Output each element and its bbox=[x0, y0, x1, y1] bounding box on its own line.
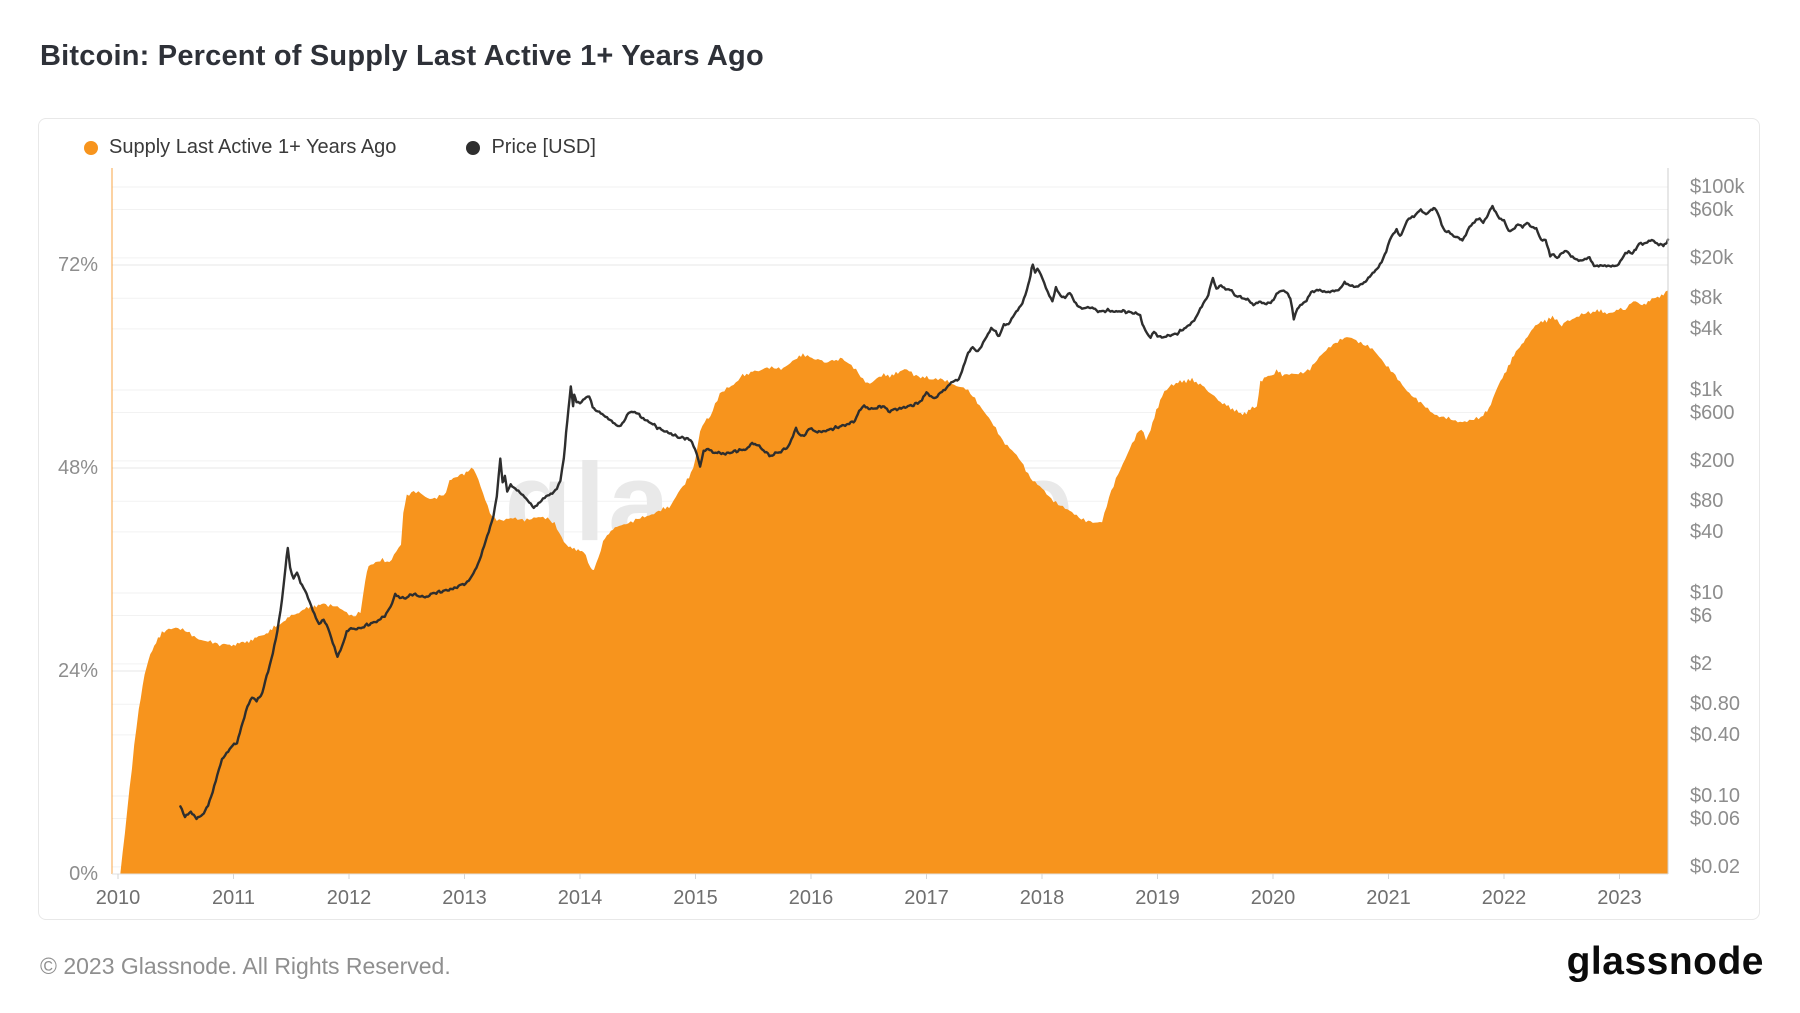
y-right-tick-label: $40 bbox=[1690, 520, 1724, 543]
legend-item-label: Price [USD] bbox=[491, 136, 596, 158]
y-right-tick-label: $0.80 bbox=[1690, 693, 1741, 716]
y-right-tick-label: $0.40 bbox=[1690, 723, 1741, 746]
x-tick-label: 2013 bbox=[442, 887, 487, 909]
legend-item-label: Supply Last Active 1+ Years Ago bbox=[109, 136, 397, 158]
x-tick-label: 2017 bbox=[904, 887, 949, 909]
y-right-tick-label: $4k bbox=[1690, 317, 1723, 340]
y-right-tick-label: $200 bbox=[1690, 449, 1735, 472]
footer-copyright: © 2023 Glassnode. All Rights Reserved. bbox=[40, 953, 451, 979]
y-right-tick-label: $8k bbox=[1690, 287, 1723, 310]
y-left-tick-label: 0% bbox=[69, 863, 98, 885]
y-right-tick-label: $100k bbox=[1690, 176, 1745, 198]
y-right-tick-label: $600 bbox=[1690, 401, 1735, 424]
x-tick-label: 2014 bbox=[557, 887, 603, 909]
y-right-tick-label: $80 bbox=[1690, 490, 1724, 513]
y-right-tick-label: $0.02 bbox=[1690, 855, 1741, 878]
y-right-tick-label: $0.06 bbox=[1690, 807, 1741, 830]
y-right-tick-label: $60k bbox=[1690, 198, 1734, 221]
y-left-tick-label: 72% bbox=[57, 254, 98, 276]
y-right-tick-label: $0.10 bbox=[1690, 785, 1741, 807]
x-tick-label: 2012 bbox=[326, 887, 372, 909]
x-tick-label: 2016 bbox=[788, 887, 834, 909]
chart-card bbox=[38, 118, 1760, 920]
chart-legend: Supply Last Active 1+ Years Ago Price [U… bbox=[84, 136, 596, 159]
y-right-tick-label: $20k bbox=[1690, 246, 1734, 269]
x-tick-label: 2023 bbox=[1597, 887, 1642, 909]
supply-legend-dot-icon bbox=[84, 140, 98, 155]
legend-item-supply[interactable]: Supply Last Active 1+ Years Ago bbox=[84, 136, 396, 159]
y-right-tick-label: $2 bbox=[1690, 652, 1713, 675]
x-tick-label: 2015 bbox=[673, 887, 718, 909]
x-tick-label: 2019 bbox=[1135, 887, 1180, 909]
legend-item-price[interactable]: Price [USD] bbox=[466, 136, 596, 159]
price-legend-dot-icon bbox=[466, 140, 481, 155]
x-tick-label: 2018 bbox=[1019, 887, 1065, 909]
x-tick-label: 2020 bbox=[1250, 887, 1296, 909]
x-tick-label: 2022 bbox=[1481, 887, 1527, 909]
x-tick-label: 2010 bbox=[95, 887, 141, 909]
x-tick-label: 2021 bbox=[1366, 887, 1411, 909]
x-tick-label: 2011 bbox=[211, 887, 255, 909]
y-right-tick-label: $6 bbox=[1690, 604, 1713, 627]
y-right-tick-label: $1k bbox=[1690, 379, 1723, 401]
y-left-tick-label: 48% bbox=[57, 457, 98, 479]
y-left-tick-label: 24% bbox=[57, 660, 98, 682]
y-right-tick-label: $10 bbox=[1690, 582, 1724, 604]
glassnode-wordmark: glassnode bbox=[1566, 940, 1764, 983]
page-title: Bitcoin: Percent of Supply Last Active 1… bbox=[40, 40, 764, 72]
